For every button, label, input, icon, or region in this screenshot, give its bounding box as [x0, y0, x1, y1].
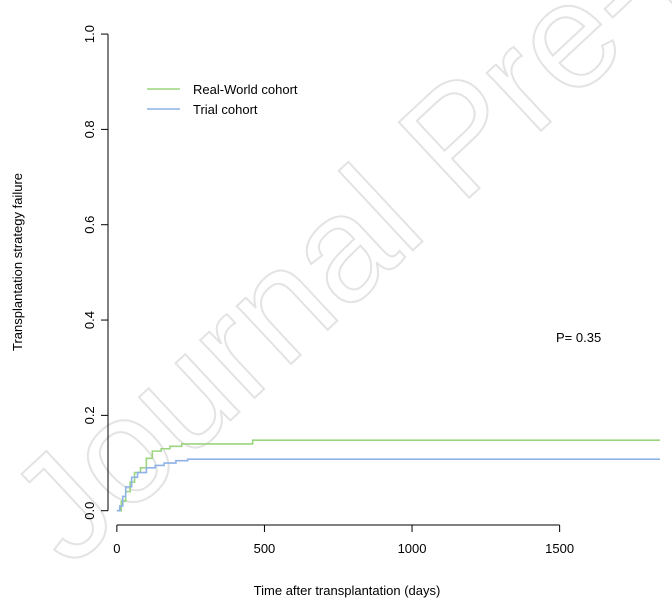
axes: 0.0 0.2 0.4 0.6 0.8 1.0 0 500 1000 1500: [82, 25, 574, 556]
y-axis-label: Transplantation strategy failure: [10, 173, 25, 351]
x-tick-label: 500: [254, 541, 276, 556]
y-tick-label: 0.2: [82, 406, 97, 424]
x-tick-label: 1000: [398, 541, 427, 556]
legend: Real-World cohort Trial cohort: [147, 82, 298, 117]
p-value-annotation: P= 0.35: [556, 330, 601, 345]
x-tick-label: 0: [113, 541, 120, 556]
x-axis-label: Time after transplantation (days): [254, 583, 441, 598]
y-tick-label: 0.8: [82, 120, 97, 138]
legend-label-trial: Trial cohort: [193, 102, 258, 117]
y-tick-label: 0.4: [82, 311, 97, 329]
plot-area: [116, 439, 660, 512]
series-line-trial: [116, 458, 660, 512]
y-tick-label: 0.6: [82, 216, 97, 234]
y-tick-label: 1.0: [82, 25, 97, 43]
legend-label-real-world: Real-World cohort: [193, 82, 298, 97]
x-tick-label: 1500: [545, 541, 574, 556]
y-tick-label: 0.0: [82, 502, 97, 520]
